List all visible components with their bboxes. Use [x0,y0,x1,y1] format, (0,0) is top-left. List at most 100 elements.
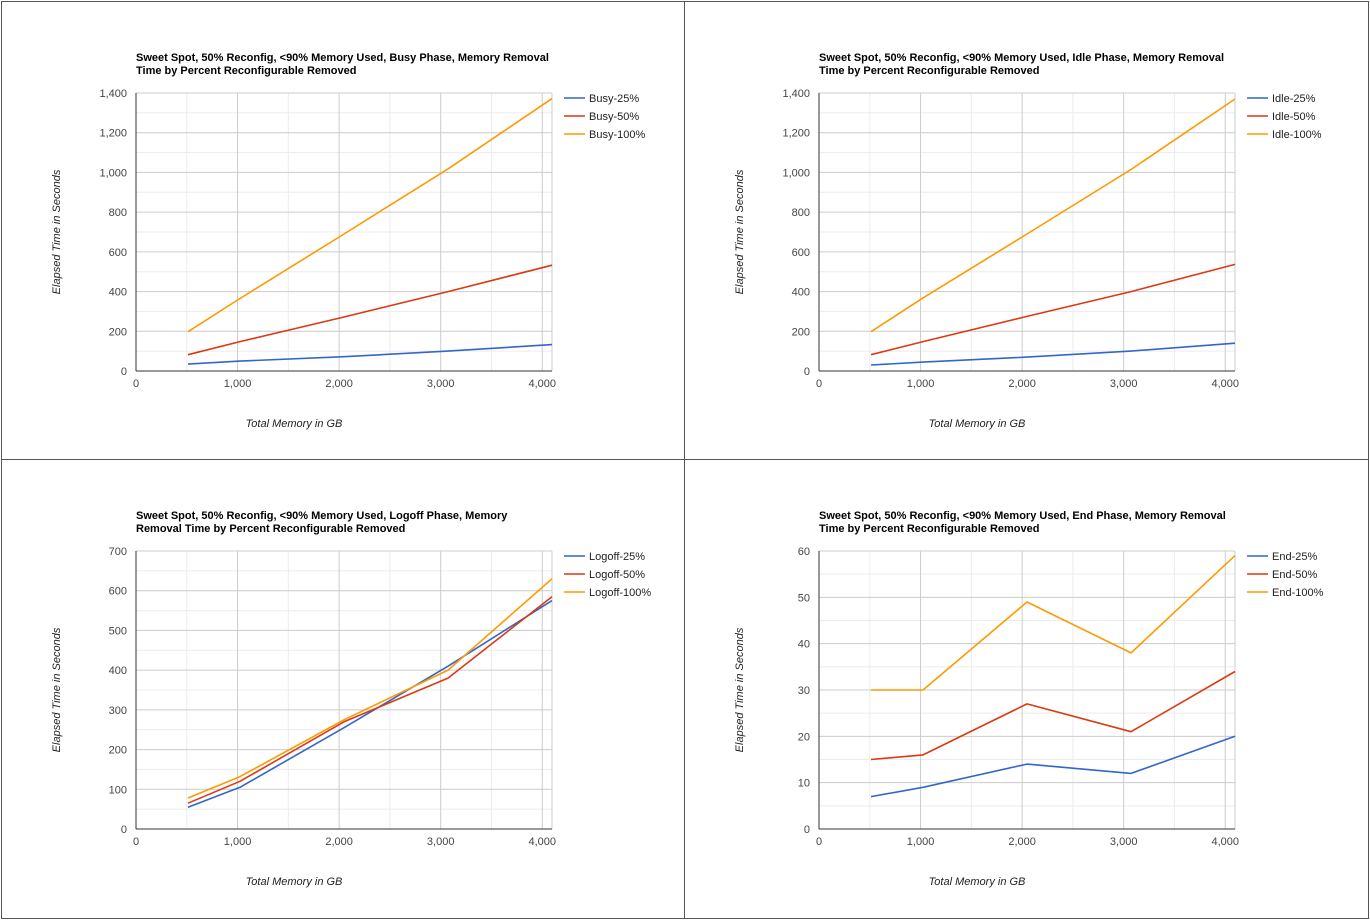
y-tick-label: 600 [109,247,127,259]
y-tick-label: 800 [792,207,810,219]
chart-svg-busy: Sweet Spot, 50% Reconfig, <90% Memory Us… [51,52,645,430]
y-tick-label: 0 [804,824,810,836]
x-tick-label: 3,000 [427,378,455,390]
chart-title-line: Sweet Spot, 50% Reconfig, <90% Memory Us… [819,510,1226,522]
y-tick-label: 400 [109,665,127,677]
x-axis-label: Total Memory in GB [246,418,343,430]
x-tick-label: 4,000 [1211,378,1239,390]
y-tick-label: 0 [121,824,127,836]
chart-panel-busy: Sweet Spot, 50% Reconfig, <90% Memory Us… [1,1,686,461]
chart-title: Sweet Spot, 50% Reconfig, <90% Memory Us… [819,52,1224,77]
y-axis-label: Elapsed Time in Seconds [51,627,63,752]
chart-svg-end: Sweet Spot, 50% Reconfig, <90% Memory Us… [734,510,1324,888]
chart-title-line: Time by Percent Reconfigurable Removed [819,523,1039,535]
y-tick-label: 1,000 [782,167,810,179]
chart-panel-end: Sweet Spot, 50% Reconfig, <90% Memory Us… [684,459,1369,919]
legend-label: Idle-50% [1272,111,1316,123]
y-tick-label: 300 [109,705,127,717]
x-axis-label: Total Memory in GB [929,876,1026,888]
chart-title-line: Sweet Spot, 50% Reconfig, <90% Memory Us… [819,52,1224,64]
legend-label: Idle-25% [1272,93,1316,105]
series-line [187,578,553,799]
x-tick-label: 3,000 [1110,836,1138,848]
legend-label: Busy-100% [589,129,645,141]
x-axis-label: Total Memory in GB [246,876,343,888]
chart-title: Sweet Spot, 50% Reconfig, <90% Memory Us… [136,510,508,535]
series-line [870,98,1236,333]
series-line [871,555,1236,691]
x-tick-label: 2,000 [325,836,353,848]
x-tick-label: 4,000 [528,378,556,390]
x-tick-label: 1,000 [224,836,252,848]
y-tick-label: 60 [798,546,810,558]
y-tick-label: 0 [804,366,810,378]
series-line [187,343,553,365]
legend-label: End-100% [1272,587,1324,599]
chart-svg-logoff: Sweet Spot, 50% Reconfig, <90% Memory Us… [51,510,651,888]
x-tick-label: 0 [133,836,139,848]
y-tick-label: 1,200 [99,128,127,140]
x-tick-label: 0 [133,378,139,390]
series-line [870,670,1236,761]
y-tick-label: 400 [109,287,127,299]
legend-label: Logoff-100% [589,587,651,599]
y-axis-label: Elapsed Time in Seconds [734,169,746,294]
y-tick-label: 40 [798,639,810,651]
y-tick-label: 800 [109,207,127,219]
y-tick-label: 50 [798,592,810,604]
x-tick-label: 4,000 [528,836,556,848]
chart-title-line: Time by Percent Reconfigurable Removed [136,65,356,77]
y-tick-label: 1,400 [99,88,127,100]
y-axis-label: Elapsed Time in Seconds [51,169,63,294]
series-line [870,263,1236,356]
y-tick-label: 1,400 [782,88,810,100]
legend-label: Busy-25% [589,93,639,105]
y-tick-label: 1,000 [99,167,127,179]
x-tick-label: 0 [816,836,822,848]
legend-label: Logoff-50% [589,569,645,581]
y-tick-label: 1,200 [782,128,810,140]
x-tick-label: 2,000 [325,378,353,390]
series-line [187,264,553,356]
chart-svg-idle: Sweet Spot, 50% Reconfig, <90% Memory Us… [734,52,1322,430]
x-tick-label: 3,000 [1110,378,1138,390]
y-axis-label: Elapsed Time in Seconds [734,627,746,752]
y-tick-label: 100 [109,784,127,796]
x-axis-label: Total Memory in GB [929,418,1026,430]
series-line [870,342,1236,366]
y-tick-label: 700 [109,546,127,558]
y-tick-label: 200 [792,326,810,338]
chart-title-line: Removal Time by Percent Reconfigurable R… [136,523,405,535]
y-tick-label: 600 [109,586,127,598]
x-tick-label: 2,000 [1008,378,1036,390]
x-tick-label: 3,000 [427,836,455,848]
x-tick-label: 1,000 [907,378,935,390]
chart-title: Sweet Spot, 50% Reconfig, <90% Memory Us… [819,510,1226,535]
y-tick-label: 30 [798,685,810,697]
y-tick-label: 0 [121,366,127,378]
chart-panel-logoff: Sweet Spot, 50% Reconfig, <90% Memory Us… [1,459,686,919]
legend-label: Logoff-25% [589,551,645,563]
y-tick-label: 500 [109,625,127,637]
chart-title: Sweet Spot, 50% Reconfig, <90% Memory Us… [136,52,549,77]
y-tick-label: 200 [109,326,127,338]
x-tick-label: 0 [816,378,822,390]
y-tick-label: 600 [792,247,810,259]
legend-label: Idle-100% [1272,129,1322,141]
chart-title-line: Sweet Spot, 50% Reconfig, <90% Memory Us… [136,510,508,522]
series-line [187,97,553,333]
y-tick-label: 20 [798,731,810,743]
series-line [870,735,1236,798]
y-tick-label: 10 [798,778,810,790]
y-tick-label: 400 [792,287,810,299]
x-tick-label: 2,000 [1008,836,1036,848]
x-tick-label: 4,000 [1211,836,1239,848]
chart-title-line: Sweet Spot, 50% Reconfig, <90% Memory Us… [136,52,549,64]
x-tick-label: 1,000 [224,378,252,390]
chart-panel-idle: Sweet Spot, 50% Reconfig, <90% Memory Us… [684,1,1369,461]
x-tick-label: 1,000 [907,836,935,848]
legend-label: End-50% [1272,569,1317,581]
chart-title-line: Time by Percent Reconfigurable Removed [819,65,1039,77]
y-tick-label: 200 [109,745,127,757]
legend-label: End-25% [1272,551,1317,563]
